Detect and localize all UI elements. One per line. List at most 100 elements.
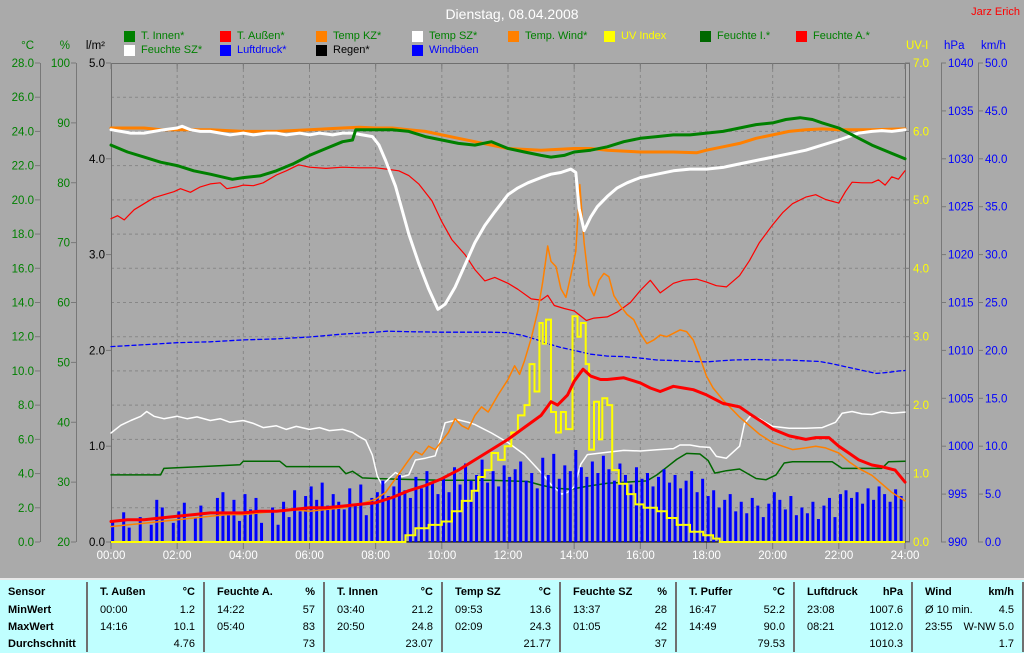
cell-value: 13.6 [529,603,551,616]
x-tick-label: 16:00 [626,550,655,562]
axis-tick-label: 100 [51,58,70,70]
legend-label: Luftdruck* [237,44,287,56]
sensor-unit: % [657,585,667,598]
table-cell: 03:40 21.2 [325,601,443,618]
right-axis-band [905,63,910,542]
x-tick-label: 06:00 [295,550,324,562]
axis-tick-label: 8.0 [18,400,34,412]
sensor-name: T. Puffer [689,585,733,598]
legend-item-t-au-en-: T. Außen* [220,30,285,42]
axis-tick-label: 22.0 [12,161,34,173]
cell-value: 1.7 [998,637,1014,650]
cell-value: 1007.6 [869,603,903,616]
axis-tick-label: 6.0 [913,126,929,138]
axis-tick-label: 1025 [948,202,974,214]
legend-item-luftdruck-: Luftdruck* [220,44,287,56]
cell-value: 4.5 [998,603,1014,616]
cell-value: 24.8 [411,620,433,633]
cell-time: 16:47 [689,603,717,616]
table-header-5: Feuchte SZ% [561,582,677,601]
table-header-sensor: Sensor [0,582,88,601]
table-cell: 13:37 28 [561,601,677,618]
table-cell: 4.76 [88,635,205,652]
cell-value: 79.53 [757,637,785,650]
station-user-label: Jarz Erich [971,6,1020,18]
table-row-label-text: Durchschnitt [8,637,76,650]
legend-label: UV Index [621,30,667,42]
sensor-unit: % [305,585,315,598]
sensor-name: Wind [925,585,952,598]
axis-tick-label: 0.0 [913,537,929,549]
legend-label: Temp. Wind* [525,30,588,42]
axis-tick-label: 90 [57,118,70,130]
cell-value: 1010.3 [869,637,903,650]
legend-swatch-icon [316,30,327,42]
axis-tick-label: 15.0 [985,393,1007,405]
axis-header-c: °C [21,40,34,52]
axis-tick-label: 1000 [948,441,974,453]
legend-label: T. Innen* [141,30,185,42]
x-tick-label: 18:00 [692,550,721,562]
axis-tick-label: 3.0 [89,250,105,262]
axis-tick-label: 6.0 [18,434,34,446]
axis-tick-label: 30.0 [985,250,1007,262]
table-cell: 23.07 [325,635,443,652]
axis-tick-label: 45.0 [985,106,1007,118]
axis-header-lm2: l/m² [86,40,105,52]
legend-item-temp-sz-: Temp SZ* [412,30,477,42]
table-cell: 79.53 [677,635,795,652]
table-row-label-text: MaxWert [8,620,54,633]
axis-tick-label: 30 [57,477,70,489]
cell-value: 28 [654,603,667,616]
axis-tick-label: 12.0 [12,332,34,344]
table-cell: 01:05 42 [561,618,677,635]
axis-tick-label: 50.0 [985,58,1007,70]
cell-value: 37 [654,637,667,650]
axis-tick-label: 10.0 [985,441,1007,453]
axis-tick-label: 20.0 [985,345,1007,357]
legend-swatch-icon [124,30,135,42]
axis-header-pct: % [60,40,70,52]
axis-tick-label: 20 [57,537,70,549]
axis-tick-label: 60 [57,298,70,310]
legend-label: Feuchte I.* [717,30,771,42]
axis-tick-label: 28.0 [12,58,34,70]
x-tick-label: 04:00 [229,550,258,562]
sensor-name: Temp SZ [455,585,501,598]
table-header-8: Wind km/h [913,582,1024,601]
legend-item-feuchte-a-: Feuchte A.* [796,30,870,42]
sensor-name: T. Innen [337,585,378,598]
legend-item-feuchte-i-: Feuchte I.* [700,30,770,42]
sensor-unit: °C [182,585,195,598]
legend-item-feuchte-sz-: Feuchte SZ* [124,44,202,56]
axis-tick-label: 14.0 [12,298,34,310]
sensor-name: T. Außen [100,585,146,598]
table-cell: 1010.3 [795,635,913,652]
x-tick-label: 00:00 [97,550,126,562]
sensor-unit: °C [420,585,433,598]
table-cell: 37 [561,635,677,652]
axis-tick-label: 990 [948,537,967,549]
x-tick-label: 14:00 [560,550,589,562]
table-cell: 21.77 [443,635,561,652]
table-cell: 08:21 1012.0 [795,618,913,635]
series-windb-en [111,450,903,542]
axis-tick-label: 26.0 [12,92,34,104]
cell-value: 90.0 [763,620,785,633]
table-row-label: MaxWert [0,618,88,635]
cell-value: 21.77 [523,637,551,650]
series-feuchte-i- [110,452,906,491]
series-feuchte-a- [110,164,906,322]
legend-swatch-icon [220,44,231,56]
axis-header-kmh: km/h [981,40,1006,52]
table-header-6: T. Puffer °C [677,582,795,601]
cell-time: 01:05 [573,620,601,633]
axis-tick-label: 20.0 [12,195,34,207]
table-row-label-text: MinWert [8,603,52,616]
axis-tick-label: 5.0 [913,195,929,207]
table-cell: 73 [205,635,325,652]
cell-time: 02:09 [455,620,483,633]
x-tick-label: 10:00 [427,550,456,562]
table-cell: 00:00 1.2 [88,601,205,618]
legend-item-t-innen-: T. Innen* [124,30,184,42]
